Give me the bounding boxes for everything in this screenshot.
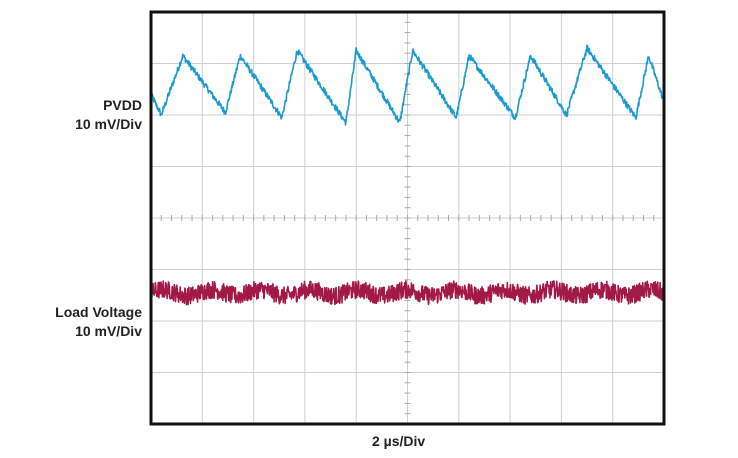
load-voltage-channel-label: Load Voltage 10 mV/Div xyxy=(55,303,142,341)
load-voltage-trace xyxy=(150,280,665,306)
plot-frame xyxy=(149,10,666,426)
timebase-label: 2 µs/Div xyxy=(372,433,426,449)
pvdd-trace xyxy=(150,44,665,126)
pvdd-scale: 10 mV/Div xyxy=(75,116,142,132)
load-voltage-name: Load Voltage xyxy=(55,304,142,320)
load-voltage-scale: 10 mV/Div xyxy=(75,323,142,339)
pvdd-channel-label: PVDD 10 mV/Div xyxy=(75,96,142,134)
pvdd-name: PVDD xyxy=(103,97,142,113)
